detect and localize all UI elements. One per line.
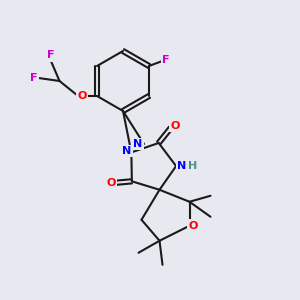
Text: O: O: [106, 178, 116, 188]
Text: N: N: [122, 146, 131, 156]
Text: H: H: [188, 161, 197, 171]
Text: F: F: [47, 50, 54, 61]
Text: F: F: [162, 55, 170, 65]
Text: F: F: [30, 73, 38, 83]
Text: O: O: [77, 91, 87, 101]
Text: O: O: [188, 221, 198, 231]
Text: O: O: [170, 121, 180, 130]
Text: N: N: [177, 161, 186, 171]
Text: N: N: [134, 139, 142, 149]
